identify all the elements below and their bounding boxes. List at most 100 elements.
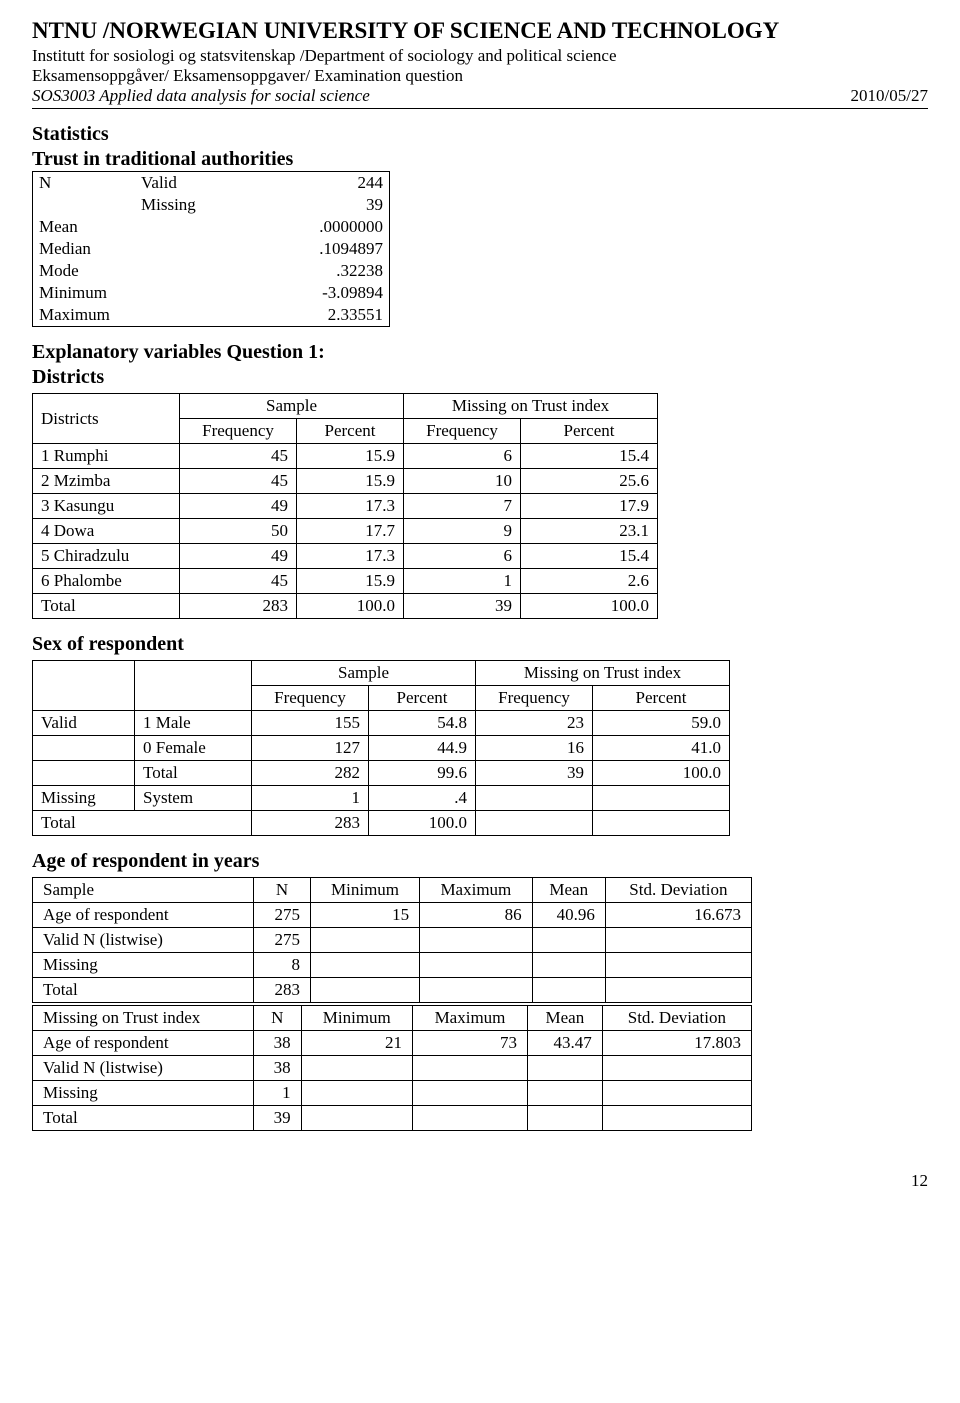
cell: 2 Mzimba [33, 469, 180, 494]
table-row: Missing1 [33, 1081, 752, 1106]
cell: 275 [254, 928, 311, 953]
col-header: Minimum [310, 878, 419, 903]
cell: 100.0 [521, 594, 658, 619]
col-header: Sample [180, 394, 404, 419]
col-header: Districts [33, 394, 180, 444]
stat-label: Missing [135, 194, 257, 216]
cell: Total [33, 978, 254, 1003]
cell: 23.1 [521, 519, 658, 544]
cell: 39 [254, 1106, 302, 1131]
cell: 39 [476, 761, 593, 786]
cell: Missing [33, 953, 254, 978]
cell: 15.9 [297, 569, 404, 594]
cell: 16 [476, 736, 593, 761]
stat-label: Mean [33, 216, 258, 238]
col-header: Percent [593, 686, 730, 711]
cell: Missing [33, 1081, 254, 1106]
cell: 15.4 [521, 444, 658, 469]
col-header: N [254, 1006, 302, 1031]
col-header: Frequency [404, 419, 521, 444]
table-row: 3 Kasungu4917.3717.9 [33, 494, 658, 519]
title-main: TNU /NORWEGIAN UNIVERSITY OF SCIENCE AND… [49, 18, 780, 43]
cell: 7 [404, 494, 521, 519]
table-row: 6 Phalombe4515.912.6 [33, 569, 658, 594]
stat-value: 39 [257, 194, 390, 216]
stat-value: 244 [257, 172, 390, 195]
cell: 6 [404, 544, 521, 569]
cell: 43.47 [527, 1031, 602, 1056]
col-header: N [254, 878, 311, 903]
col-header: Missing on Trust index [476, 661, 730, 686]
statistics-table: N Valid 244 Missing 39 Mean.0000000 Medi… [32, 171, 390, 327]
cell: 275 [254, 903, 311, 928]
stat-label: Mode [33, 260, 258, 282]
age-missing-table: Missing on Trust index N Minimum Maximum… [32, 1005, 752, 1131]
districts-section: Explanatory variables Question 1: Distri… [32, 341, 928, 619]
cell: Total [33, 594, 180, 619]
age-sample-table: Sample N Minimum Maximum Mean Std. Devia… [32, 877, 752, 1003]
col-header: Minimum [301, 1006, 412, 1031]
sex-table: Sample Missing on Trust index Frequency … [32, 660, 730, 836]
page-number: 12 [32, 1171, 928, 1191]
cell: 100.0 [297, 594, 404, 619]
stat-value: .0000000 [257, 216, 390, 238]
cell: Total [33, 1106, 254, 1131]
table-row: 4 Dowa5017.7923.1 [33, 519, 658, 544]
age-section: Age of respondent in years Sample N Mini… [32, 850, 928, 1131]
cell: Valid N (listwise) [33, 928, 254, 953]
col-header: Frequency [252, 686, 369, 711]
cell: 4 Dowa [33, 519, 180, 544]
q1-heading2: Districts [32, 366, 928, 389]
sex-heading: Sex of respondent [32, 633, 928, 656]
stat-label: Maximum [33, 304, 258, 327]
col-header: Maximum [413, 1006, 528, 1031]
exam-line: Eksamensoppgåver/ Eksamensoppgaver/ Exam… [32, 66, 928, 86]
department-line: Institutt for sosiologi og statsvitenska… [32, 46, 928, 66]
cell: 17.3 [297, 544, 404, 569]
cell: 127 [252, 736, 369, 761]
page-header: NTNU /NORWEGIAN UNIVERSITY OF SCIENCE AN… [32, 18, 928, 109]
cell: 39 [404, 594, 521, 619]
table-row: 1 Rumphi4515.9615.4 [33, 444, 658, 469]
cell: 17.7 [297, 519, 404, 544]
cell: 283 [252, 811, 369, 836]
col-header: Frequency [476, 686, 593, 711]
cell: 15 [310, 903, 419, 928]
cell: 2.6 [521, 569, 658, 594]
cell: Valid N (listwise) [33, 1056, 254, 1081]
col-header: Percent [369, 686, 476, 711]
cell: 45 [180, 469, 297, 494]
col-header: Maximum [420, 878, 533, 903]
statistics-heading: Statistics [32, 123, 928, 146]
cell: 38 [254, 1056, 302, 1081]
table-row: Age of respondent 38 21 73 43.47 17.803 [33, 1031, 752, 1056]
stat-value: .1094897 [257, 238, 390, 260]
col-header: Missing on Trust index [33, 1006, 254, 1031]
date-line: 2010/05/27 [851, 86, 928, 106]
cell: Missing [33, 786, 135, 811]
cell: 44.9 [369, 736, 476, 761]
cell: 10 [404, 469, 521, 494]
cell: 54.8 [369, 711, 476, 736]
cell: 1 [254, 1081, 302, 1106]
cell: 38 [254, 1031, 302, 1056]
stat-label: Median [33, 238, 258, 260]
table-row: 5 Chiradzulu4917.3615.4 [33, 544, 658, 569]
cell: 0 Female [135, 736, 252, 761]
cell: 17.9 [521, 494, 658, 519]
cell: 15.9 [297, 469, 404, 494]
col-header: Percent [297, 419, 404, 444]
title-prefix: N [32, 18, 49, 43]
col-header: Mean [532, 878, 605, 903]
cell: 3 Kasungu [33, 494, 180, 519]
cell: 41.0 [593, 736, 730, 761]
cell: 59.0 [593, 711, 730, 736]
table-row: Total 283 100.0 [33, 811, 730, 836]
statistics-subheading: Trust in traditional authorities [32, 148, 928, 171]
table-row: Valid N (listwise)38 [33, 1056, 752, 1081]
cell: Age of respondent [33, 903, 254, 928]
table-row: Age of respondent 275 15 86 40.96 16.673 [33, 903, 752, 928]
cell: 9 [404, 519, 521, 544]
cell: 100.0 [593, 761, 730, 786]
cell: 49 [180, 544, 297, 569]
